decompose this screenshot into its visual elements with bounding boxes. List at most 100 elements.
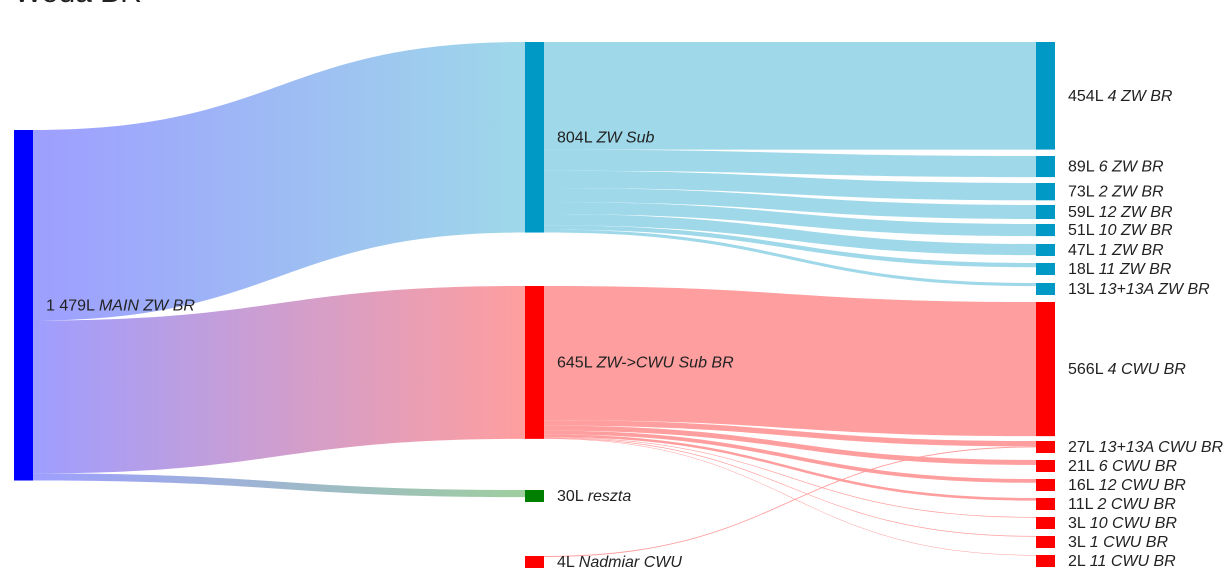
node-name: 1 ZW BR bbox=[1099, 242, 1164, 259]
node-label: 566L 4 CWU BR bbox=[1068, 361, 1186, 378]
node-value-label: 13L bbox=[1068, 281, 1095, 298]
node bbox=[1036, 263, 1055, 275]
node bbox=[1036, 183, 1055, 201]
node-name: 13+13A ZW BR bbox=[1099, 281, 1210, 298]
node-value-label: 27L bbox=[1068, 439, 1095, 456]
node-label: 3L 10 CWU BR bbox=[1068, 515, 1177, 532]
link bbox=[544, 42, 1036, 150]
link bbox=[544, 187, 1036, 219]
node bbox=[1036, 460, 1055, 472]
node bbox=[14, 130, 33, 481]
node-value-label: 454L bbox=[1068, 88, 1104, 105]
node-value-label: 16L bbox=[1068, 477, 1095, 494]
node-name: 1 CWU BR bbox=[1090, 534, 1169, 551]
node-label: 47L 1 ZW BR bbox=[1068, 242, 1164, 259]
node-label: 21L 6 CWU BR bbox=[1068, 458, 1177, 475]
node bbox=[525, 286, 544, 439]
node-name: 12 CWU BR bbox=[1099, 477, 1187, 494]
node-label: 11L 2 CWU BR bbox=[1068, 496, 1176, 513]
node-label: 2L 11 CWU BR bbox=[1068, 553, 1176, 570]
node bbox=[1036, 441, 1055, 453]
link bbox=[33, 42, 525, 321]
node-name: 12 ZW BR bbox=[1099, 204, 1173, 221]
node bbox=[1036, 283, 1055, 295]
node bbox=[1036, 555, 1055, 567]
node-value-label: 804L bbox=[557, 129, 593, 146]
node-label: 645L ZW->CWU Sub BR bbox=[557, 355, 734, 372]
node-value-label: 3L bbox=[1068, 534, 1086, 551]
node-name: reszta bbox=[588, 488, 632, 505]
node bbox=[1036, 42, 1055, 150]
node bbox=[1036, 517, 1055, 529]
link bbox=[544, 286, 1036, 437]
node-label: 30L reszta bbox=[557, 488, 631, 505]
node-name: 6 CWU BR bbox=[1099, 458, 1178, 475]
node-label: 804L ZW Sub bbox=[557, 129, 654, 146]
node-name: 11 CWU BR bbox=[1090, 553, 1176, 570]
node-name: ZW Sub bbox=[596, 129, 655, 146]
node-value-label: 1 479L bbox=[46, 297, 95, 314]
link bbox=[544, 214, 1036, 256]
node-label: 59L 12 ZW BR bbox=[1068, 204, 1173, 221]
node bbox=[1036, 205, 1055, 219]
node-value-label: 59L bbox=[1068, 204, 1095, 221]
node-label: 1 479L MAIN ZW BR bbox=[46, 297, 195, 314]
node bbox=[1036, 498, 1055, 510]
node-value-label: 11L bbox=[1068, 496, 1094, 513]
node-value-label: 2L bbox=[1068, 553, 1086, 570]
node-label: 89L 6 ZW BR bbox=[1068, 159, 1164, 176]
node-label: 27L 13+13A CWU BR bbox=[1068, 439, 1223, 456]
link bbox=[544, 229, 1036, 287]
node-name: ZW->CWU Sub BR bbox=[596, 355, 735, 372]
link bbox=[33, 286, 525, 474]
link bbox=[544, 437, 1036, 537]
link bbox=[544, 425, 1036, 465]
node-name: 11 ZW BR bbox=[1099, 261, 1172, 278]
node-name: 10 CWU BR bbox=[1090, 515, 1178, 532]
node-value-label: 89L bbox=[1068, 159, 1095, 176]
node bbox=[525, 556, 544, 568]
node-label: 454L 4 ZW BR bbox=[1068, 88, 1173, 105]
node-name: 6 ZW BR bbox=[1099, 159, 1164, 176]
node-name: Nadmiar CWU bbox=[579, 554, 683, 571]
node-value-label: 4L bbox=[557, 554, 575, 571]
node-label: 16L 12 CWU BR bbox=[1068, 477, 1186, 494]
node-label: 73L 2 ZW BR bbox=[1068, 184, 1164, 201]
node bbox=[1036, 479, 1055, 491]
node bbox=[1036, 302, 1055, 437]
link bbox=[544, 201, 1036, 237]
link bbox=[33, 473, 525, 498]
link bbox=[544, 436, 1036, 518]
link bbox=[544, 438, 1036, 556]
node bbox=[1036, 224, 1055, 237]
node-name: MAIN ZW BR bbox=[99, 297, 195, 314]
node-name: 4 CWU BR bbox=[1108, 361, 1187, 378]
link bbox=[544, 170, 1036, 201]
node-value-label: 21L bbox=[1068, 458, 1095, 475]
node-value-label: 18L bbox=[1068, 261, 1095, 278]
links bbox=[33, 42, 1036, 557]
node-label: 51L 10 ZW BR bbox=[1068, 222, 1173, 239]
node-value-label: 3L bbox=[1068, 515, 1086, 532]
link bbox=[544, 430, 1036, 483]
node-name: 13+13A CWU BR bbox=[1099, 439, 1224, 456]
chart-title: Woda BR bbox=[14, 0, 142, 9]
link bbox=[544, 149, 1036, 178]
node-name: 2 ZW BR bbox=[1098, 184, 1164, 201]
node bbox=[1036, 156, 1055, 178]
node-name: 4 ZW BR bbox=[1108, 88, 1173, 105]
node-name: 10 ZW BR bbox=[1099, 222, 1173, 239]
node-label: 3L 1 CWU BR bbox=[1068, 534, 1168, 551]
node bbox=[1036, 536, 1055, 548]
link bbox=[544, 446, 1036, 557]
node bbox=[1036, 244, 1055, 256]
node bbox=[525, 490, 544, 502]
node-label: 18L 11 ZW BR bbox=[1068, 261, 1172, 278]
node-name: 2 CWU BR bbox=[1097, 496, 1177, 513]
link bbox=[544, 420, 1036, 447]
node-value-label: 73L bbox=[1068, 184, 1095, 201]
node-value-label: 566L bbox=[1068, 361, 1104, 378]
link bbox=[544, 225, 1036, 268]
link bbox=[544, 434, 1036, 501]
